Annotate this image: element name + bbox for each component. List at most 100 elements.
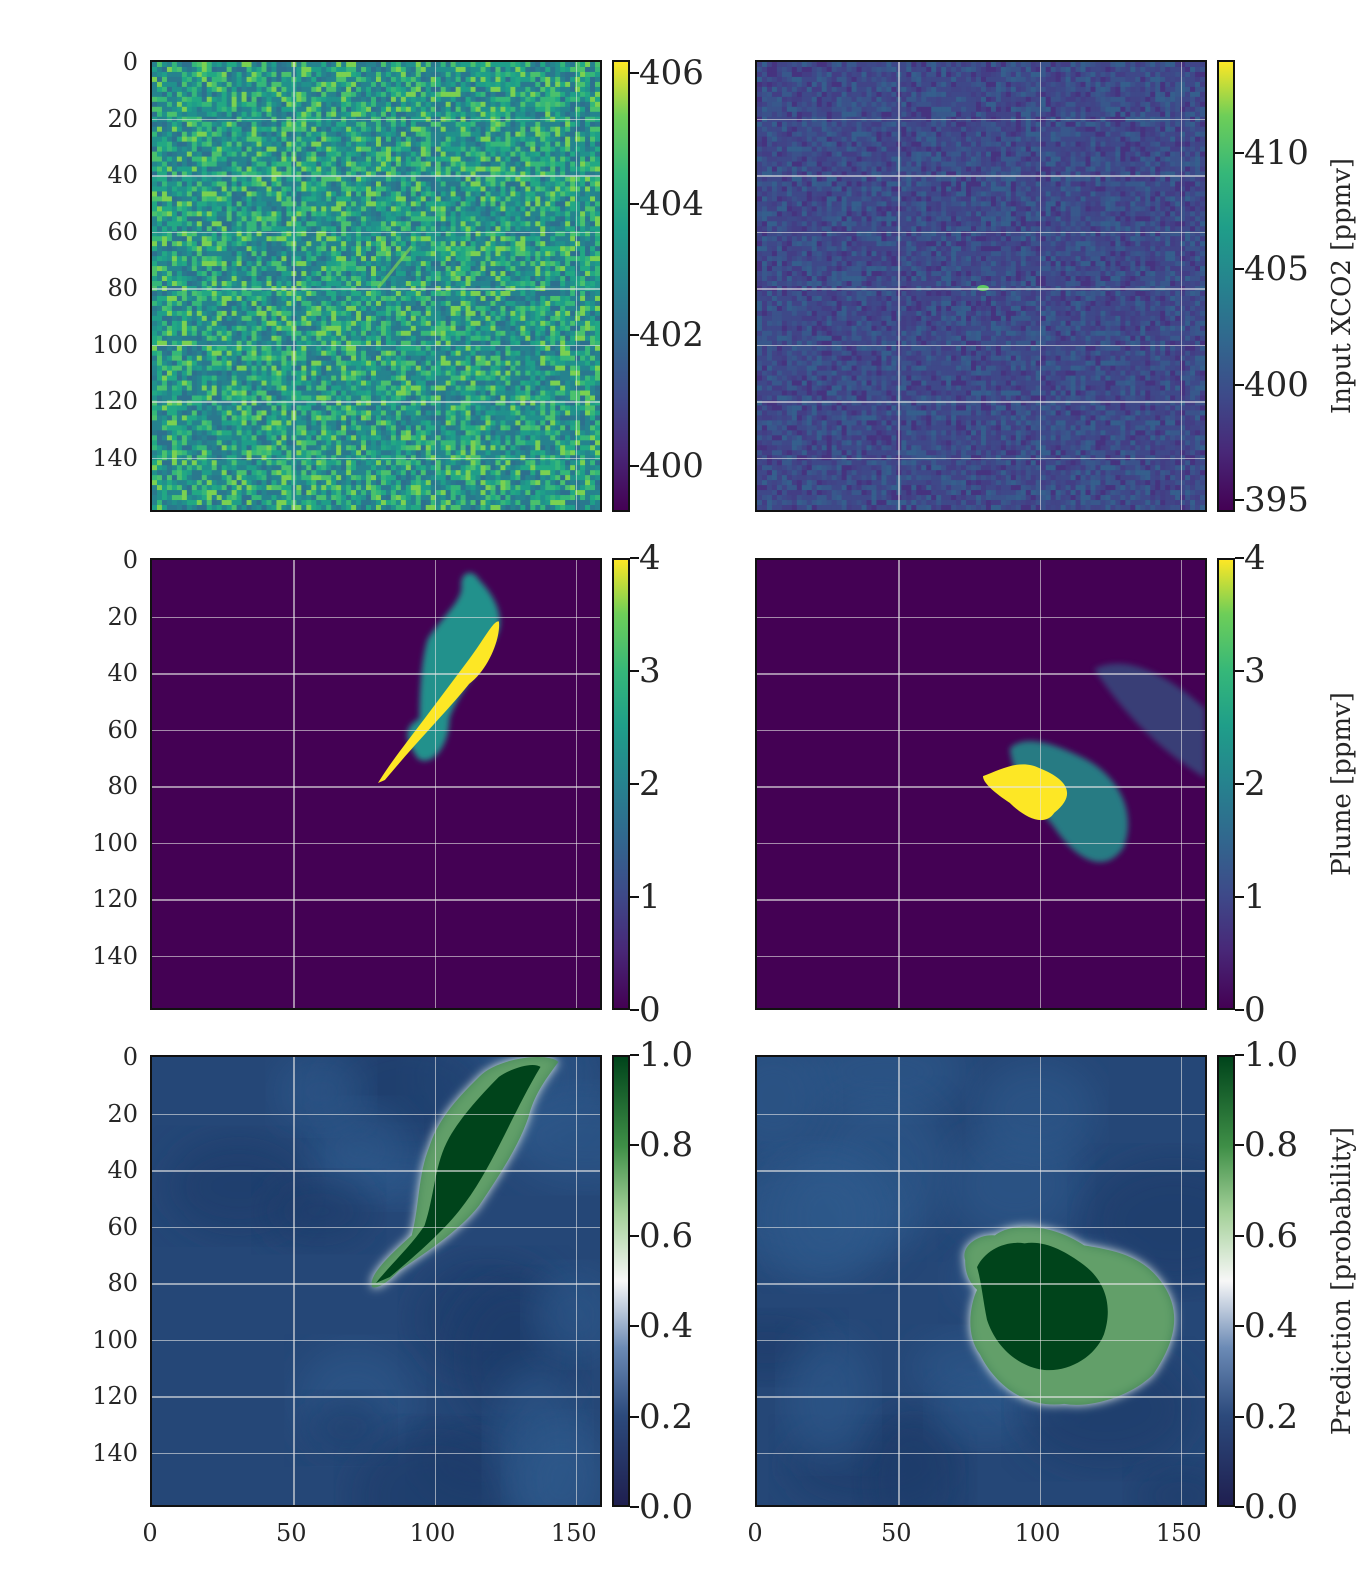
colorbar-gradient bbox=[614, 560, 628, 1008]
x-tick-label: 100 bbox=[409, 1519, 456, 1547]
colorbar-tick-label: 405 bbox=[1244, 248, 1309, 289]
grid-line-horizontal bbox=[152, 1113, 600, 1115]
grid-line-vertical bbox=[434, 560, 436, 1008]
grid-line-horizontal bbox=[757, 729, 1205, 731]
colorbar-tick-label: 0.6 bbox=[639, 1215, 694, 1256]
colorbar bbox=[1217, 1055, 1235, 1507]
colorbar-tick bbox=[1235, 896, 1244, 898]
grid-line-horizontal bbox=[757, 842, 1205, 844]
colorbar-tick-label: 0.8 bbox=[639, 1125, 694, 1166]
colorbar-tick-label: 1 bbox=[1244, 877, 1266, 917]
colorbar-tick bbox=[630, 1325, 639, 1328]
y-tick-label: 20 bbox=[107, 1099, 138, 1128]
colorbar-gradient bbox=[614, 1057, 628, 1505]
colorbar-tick bbox=[630, 203, 639, 206]
heatmap-image bbox=[757, 1057, 1205, 1505]
grid-line-horizontal bbox=[757, 899, 1205, 901]
grid-line-horizontal bbox=[152, 1396, 600, 1398]
y-tick-label: 0 bbox=[122, 546, 138, 574]
grid-line-vertical bbox=[1039, 62, 1041, 510]
grid-line-vertical bbox=[575, 1057, 578, 1505]
grid-line-horizontal bbox=[152, 1283, 600, 1285]
heatmap-image bbox=[152, 62, 600, 510]
colorbar-tick bbox=[630, 1234, 639, 1237]
colorbar-title: Prediction [probability] bbox=[1326, 1126, 1357, 1436]
grid-line-horizontal bbox=[757, 175, 1205, 177]
grid-line-horizontal bbox=[757, 1339, 1205, 1341]
x-tick-label: 0 bbox=[142, 1519, 158, 1547]
grid-line-vertical bbox=[434, 1057, 436, 1505]
y-tick-label: 100 bbox=[92, 1325, 138, 1354]
colorbar-tick-label: 4 bbox=[639, 538, 661, 578]
colorbar-tick bbox=[1235, 1234, 1244, 1237]
x-tick-label: 150 bbox=[1155, 1519, 1202, 1547]
x-tick-label: 100 bbox=[1014, 1519, 1061, 1547]
colorbar-tick bbox=[1235, 383, 1244, 386]
colorbar-tick-label: 0.8 bbox=[1244, 1125, 1299, 1166]
grid-line-vertical bbox=[293, 560, 295, 1008]
colorbar-tick-label: 0 bbox=[639, 990, 661, 1030]
colorbar-tick bbox=[1235, 1506, 1244, 1508]
colorbar bbox=[1217, 558, 1235, 1010]
colorbar-tick-label: 0.0 bbox=[639, 1487, 694, 1527]
colorbar-tick-label: 2 bbox=[639, 764, 661, 804]
heatmap-image bbox=[757, 560, 1205, 1008]
grid-line-horizontal bbox=[152, 729, 600, 731]
grid-line-horizontal bbox=[757, 1113, 1205, 1115]
colorbar-tick bbox=[1235, 1009, 1244, 1011]
grid-line-vertical bbox=[898, 62, 900, 510]
grid-line-vertical bbox=[898, 560, 900, 1008]
grid-line-vertical bbox=[1180, 62, 1183, 510]
colorbar-tick bbox=[1235, 670, 1244, 672]
grid-line-horizontal bbox=[757, 1452, 1205, 1454]
colorbar-tick-label: 0.4 bbox=[1244, 1306, 1299, 1347]
background-blob bbox=[1132, 1463, 1205, 1505]
colorbar-tick bbox=[630, 1009, 639, 1011]
y-tick-label: 80 bbox=[107, 1269, 138, 1297]
heatmap-panel bbox=[150, 558, 602, 1010]
grid-line-horizontal bbox=[757, 288, 1205, 290]
grid-line-horizontal bbox=[757, 673, 1205, 675]
colorbar-tick bbox=[630, 1415, 639, 1418]
y-tick-label: 40 bbox=[107, 1156, 138, 1184]
faint-plume-streak bbox=[376, 245, 413, 289]
colorbar-tick bbox=[1235, 499, 1244, 502]
colorbar-tick-label: 1.0 bbox=[1244, 1035, 1299, 1075]
grid-line-horizontal bbox=[152, 955, 600, 957]
colorbar-gradient bbox=[1219, 560, 1233, 1008]
grid-line-horizontal bbox=[757, 616, 1205, 618]
grid-line-horizontal bbox=[152, 457, 600, 459]
grid-line-horizontal bbox=[757, 118, 1205, 120]
grid-line-horizontal bbox=[757, 955, 1205, 957]
colorbar-tick bbox=[630, 896, 639, 898]
colorbar-tick-label: 395 bbox=[1244, 480, 1309, 521]
prediction-core bbox=[977, 1242, 1108, 1371]
colorbar-tick-label: 402 bbox=[639, 315, 704, 356]
colorbar-tick-label: 0 bbox=[1244, 990, 1266, 1030]
grid-line-horizontal bbox=[757, 401, 1205, 403]
grid-line-horizontal bbox=[757, 1396, 1205, 1398]
plume-tail bbox=[1093, 663, 1205, 779]
x-tick-label: 0 bbox=[747, 1519, 763, 1547]
heatmap-panel bbox=[755, 60, 1207, 512]
grid-line-horizontal bbox=[152, 842, 600, 844]
grid-line-horizontal bbox=[757, 1226, 1205, 1228]
grid-line-horizontal bbox=[152, 344, 600, 346]
colorbar-tick bbox=[630, 1054, 639, 1056]
colorbar-tick bbox=[630, 1506, 639, 1508]
grid-line-horizontal bbox=[152, 118, 600, 120]
background-blob bbox=[510, 1421, 600, 1505]
y-tick-label: 140 bbox=[92, 1438, 138, 1467]
colorbar-tick-label: 400 bbox=[1244, 364, 1309, 405]
colorbar-tick-label: 2 bbox=[1244, 764, 1266, 804]
colorbar-tick-label: 0.2 bbox=[639, 1396, 694, 1437]
y-tick-label: 0 bbox=[122, 1043, 138, 1071]
y-tick-label: 80 bbox=[107, 772, 138, 800]
colorbar-tick-label: 0.2 bbox=[1244, 1396, 1299, 1437]
y-tick-label: 80 bbox=[107, 274, 138, 302]
grid-line-horizontal bbox=[152, 288, 600, 290]
y-tick-label: 100 bbox=[92, 330, 138, 359]
y-tick-label: 0 bbox=[122, 48, 138, 76]
grid-line-horizontal bbox=[152, 231, 600, 233]
y-tick-label: 20 bbox=[107, 104, 138, 133]
